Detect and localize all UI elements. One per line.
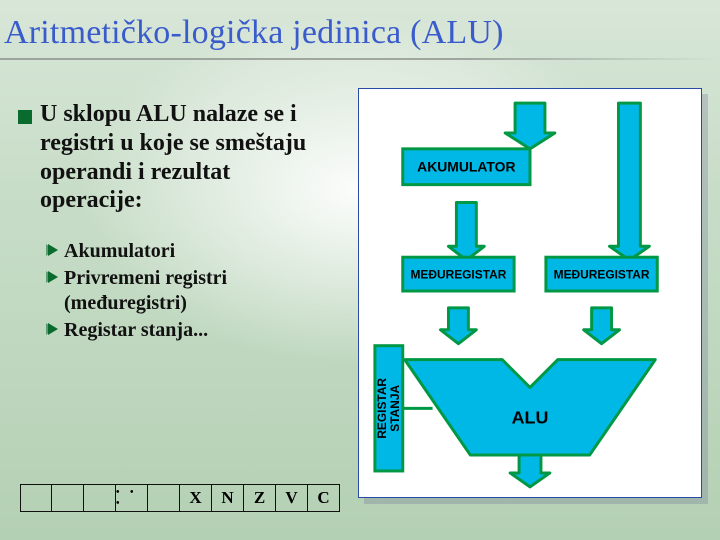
sub-item: Akumulatori (48, 239, 338, 264)
flag-cell (20, 484, 52, 512)
ellipsis-icon: • • • (116, 487, 147, 509)
flag-cell (148, 484, 180, 512)
flag-cell: • • • (116, 484, 148, 512)
svg-text:ALU: ALU (512, 408, 549, 428)
chevron-icon (48, 271, 58, 283)
flag-cell: Z (244, 484, 276, 512)
sub-item-label: Registar stanja... (64, 318, 208, 343)
flag-cell: X (180, 484, 212, 512)
main-bullet: U sklopu ALU nalaze se i registri u koje… (18, 100, 338, 215)
svg-text:MEĐUREGISTAR: MEĐUREGISTAR (411, 267, 507, 281)
svg-text:MEĐUREGISTAR: MEĐUREGISTAR (554, 267, 650, 281)
main-text: U sklopu ALU nalaze se i registri u koje… (40, 100, 338, 215)
sub-item-label: Akumulatori (64, 239, 175, 264)
page-title: Aritmetičko-logička jedinica (ALU) (4, 14, 504, 52)
flag-cell: N (212, 484, 244, 512)
title-underline (0, 58, 720, 60)
text-column: U sklopu ALU nalaze se i registri u koje… (18, 100, 338, 345)
alu-diagram: AKUMULATOR MEĐUREGISTAR MEĐUREGISTAR ALU REG… (358, 88, 702, 498)
flag-cell: V (276, 484, 308, 512)
sub-list: Akumulatori Privremeni registri (međureg… (48, 239, 338, 343)
chevron-icon (48, 323, 58, 335)
chevron-icon (48, 244, 58, 256)
svg-text:AKUMULATOR: AKUMULATOR (417, 158, 515, 174)
flag-cell (84, 484, 116, 512)
square-bullet-icon (18, 110, 32, 124)
flag-cell: C (308, 484, 340, 512)
sub-item: Privremeni registri (međuregistri) (48, 266, 338, 316)
flag-cell (52, 484, 84, 512)
flag-register-table: • • • X N Z V C (20, 484, 340, 512)
sub-item: Registar stanja... (48, 318, 338, 343)
sub-item-label: Privremeni registri (međuregistri) (64, 266, 338, 316)
alu-diagram-svg: AKUMULATOR MEĐUREGISTAR MEĐUREGISTAR ALU REG… (359, 89, 701, 497)
svg-text:REGISTARSTANJA: REGISTARSTANJA (375, 378, 402, 439)
